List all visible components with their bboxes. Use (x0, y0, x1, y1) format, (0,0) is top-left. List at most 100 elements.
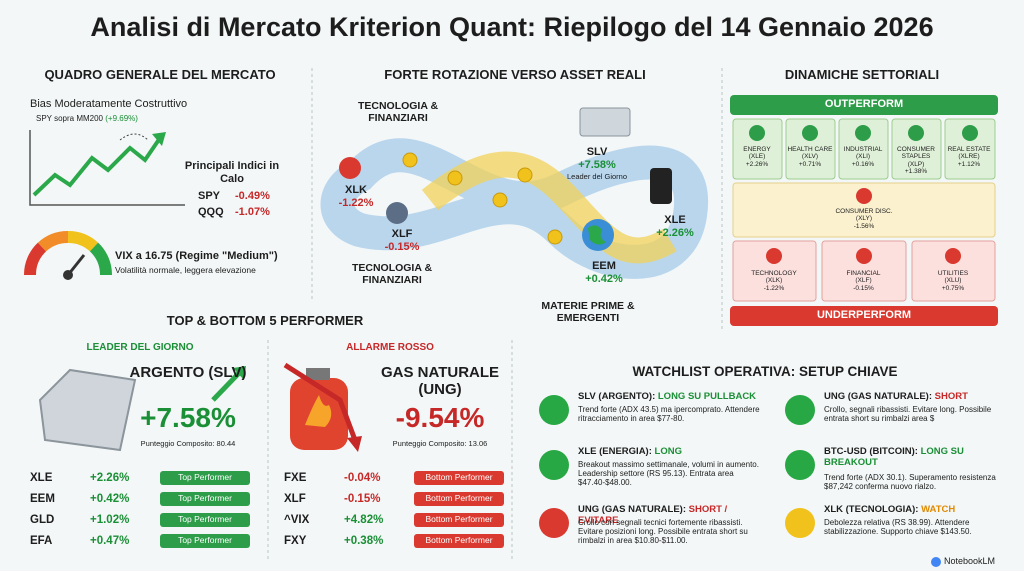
label: TECNOLOGIA & FINANZIARI (351, 262, 433, 287)
sector-name: INDUSTRIAL (843, 146, 883, 153)
change: -0.04% (344, 472, 381, 484)
asset-ticker: EEM (592, 260, 616, 272)
heading: WATCHLIST OPERATIVA: SETUP CHIAVE (632, 364, 898, 379)
heading: QUADRO GENERALE DEL MERCATO (44, 67, 276, 82)
item-ticker: XLE (ENERGIA): (578, 446, 652, 457)
sector-change: -1.22% (763, 284, 785, 292)
tag: Top Performer (160, 534, 250, 548)
label: MATERIE PRIME & EMERGENTI (541, 300, 635, 325)
asset-change: -9.54% (395, 402, 485, 433)
spy-note-value: (+9.69%) (105, 114, 138, 123)
item-ticker: SLV (ARGENTO): (578, 391, 656, 402)
asset-change: -0.15% (384, 241, 420, 253)
heading: FORTE ROTAZIONE VERSO ASSET REALI (384, 67, 646, 82)
item-text: Breakout massimo settimanale, volumi in … (578, 460, 759, 488)
title: Analisi di Mercato Kriterion Quant: Riep… (90, 12, 934, 42)
asset-ticker: SLV (586, 146, 608, 158)
item-status: LONG SU PULLBACK (657, 391, 757, 402)
ticker: FXY (284, 535, 307, 547)
index-change: -1.07% (235, 206, 270, 218)
ticker: XLF (284, 493, 306, 505)
item-title: BTC-USD (BITCOIN): LONG SU BREAKOUT (824, 446, 1016, 469)
sector-change: +0.16% (851, 160, 875, 168)
change: +0.38% (344, 535, 384, 547)
ticker: GLD (30, 514, 55, 526)
sector-change: +0.71% (798, 160, 822, 168)
bar-label: UNDERPERFORM (816, 309, 912, 321)
item-status: WATCH (921, 504, 956, 515)
sector-tile: INDUSTRIAL (XLI) +0.16% (838, 146, 888, 168)
status-dot (539, 450, 569, 480)
status-dot (539, 395, 569, 425)
sector-tile: TECHNOLOGY (XLK) -1.22% (734, 270, 814, 292)
brand: NotebookLM (944, 556, 996, 566)
ticker: EFA (30, 535, 53, 547)
status-dot (785, 395, 815, 425)
sector-tile: REAL ESTATE (XLRE) +1.12% (944, 146, 994, 168)
label: TECNOLOGIA & FINANZIARI (357, 100, 439, 125)
asset-ticker: XLK (345, 184, 367, 196)
sector-tile: CONSUMER DISC. (XLY) -1.56% (804, 208, 924, 230)
asset-name: GAS NATURALE (UNG) (380, 364, 500, 399)
item-text: Crollo con segnali tecnici fortemente ri… (578, 518, 748, 546)
tag: Top Performer (160, 492, 250, 506)
item-status: SHORT (934, 391, 968, 402)
sector-ticker: (XLK) (765, 277, 783, 285)
sector-change: -0.15% (853, 284, 874, 292)
change: -0.15% (344, 493, 381, 505)
sector-change: +1.38% (904, 168, 928, 176)
score: Punteggio Composito: 13.06 (392, 439, 488, 448)
item-ticker: XLK (TECNOLOGIA): (824, 504, 919, 515)
item-ticker: UNG (GAS NATURALE): (578, 504, 687, 515)
tag: Bottom Performer (414, 471, 504, 485)
item-ticker: BTC-USD (BITCOIN): (824, 446, 918, 457)
sector-ticker: (XLI) (855, 153, 871, 161)
status-dot (785, 508, 815, 538)
sector-tile: CONSUMER STAPLES (XLP) +1.38% (891, 146, 941, 176)
change: +0.42% (90, 493, 130, 505)
asset-change: +2.26% (656, 227, 694, 239)
sector-change: -1.56% (853, 222, 875, 230)
sector-name: ENERGY (743, 146, 771, 153)
tag: Bottom Performer (414, 492, 504, 506)
spy-note: SPY sopra MM200 (+9.69%) (36, 114, 138, 123)
asset-change: -1.22% (338, 197, 374, 209)
item-status: LONG (654, 446, 682, 457)
sector-ticker: (XLY) (855, 215, 873, 223)
sector-ticker: (XLF) (855, 277, 872, 285)
status-dot (539, 508, 569, 538)
sector-ticker: (XLP) (907, 160, 925, 168)
sector-name: FINANCIAL (846, 270, 881, 277)
ticker: XLE (30, 472, 53, 484)
sector-ticker: (XLU) (944, 277, 962, 285)
status-dot (785, 450, 815, 480)
sector-tile: HEALTH CARE (XLV) +0.71% (785, 146, 835, 168)
asset-ticker: XLE (664, 214, 686, 226)
change: +2.26% (90, 472, 130, 484)
index-change: -0.49% (235, 190, 270, 202)
score: Punteggio Composito: 80.44 (140, 439, 236, 448)
ticker: EEM (30, 493, 55, 505)
change: +1.02% (90, 514, 130, 526)
item-text: Trend forte (ADX 43.5) ma ipercomprato. … (578, 405, 760, 424)
index-ticker: SPY (198, 190, 221, 202)
sector-tile: UTILITIES (XLU) +0.75% (913, 270, 993, 292)
asset-change: +7.58% (578, 159, 616, 171)
asset-change: +0.42% (585, 273, 623, 285)
sector-name: CONSUMER STAPLES (897, 146, 935, 161)
sector-name: TECHNOLOGY (751, 270, 797, 277)
sector-tile: FINANCIAL (XLF) -0.15% (824, 270, 904, 292)
asset-name: ARGENTO (SLV) (129, 364, 247, 381)
indices-title: Principali Indici in Calo (184, 160, 280, 185)
vix: VIX a 16.75 (Regime "Medium") (115, 250, 278, 262)
sector-change: +0.75% (941, 284, 965, 292)
item-title: UNG (GAS NATURALE): SHORT (824, 391, 1016, 403)
tag: Top Performer (160, 513, 250, 527)
item-text: Crollo, segnali ribassisti. Evitare long… (824, 405, 992, 424)
bias: Bias Moderatamente Costruttivo (30, 98, 188, 110)
item-status: LONG SU BREAKOUT (824, 446, 964, 468)
asset-note: Leader del Giorno (566, 172, 628, 181)
sector-change: +2.26% (745, 160, 769, 168)
